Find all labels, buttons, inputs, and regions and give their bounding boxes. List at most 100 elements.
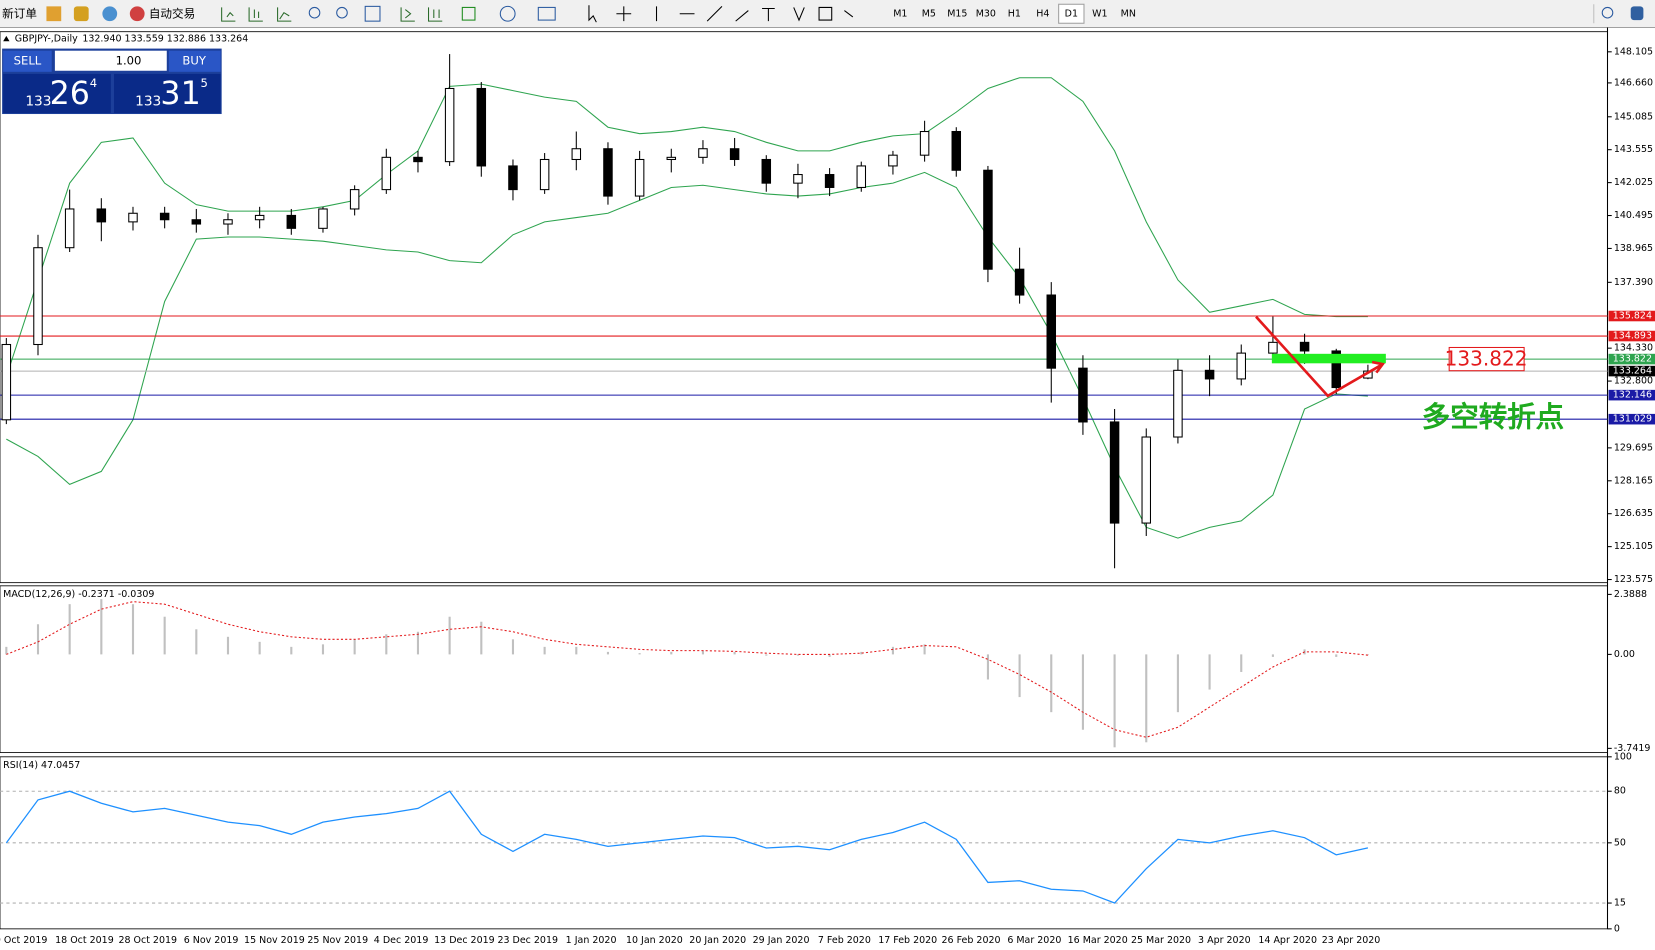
candle-body: [539, 158, 550, 191]
candle-body: [1141, 436, 1152, 524]
macd-bar: [1271, 654, 1274, 657]
buy-price-box[interactable]: [113, 73, 221, 113]
candle-body: [888, 154, 898, 167]
candle-body: [824, 174, 835, 188]
icon[interactable]: [336, 6, 348, 19]
x-tick-label: 18 Oct 2019: [55, 935, 114, 946]
icon[interactable]: [248, 7, 263, 22]
timeframe-button[interactable]: MN: [1121, 8, 1136, 19]
price-label: 131.029: [1613, 414, 1652, 425]
candle-body: [349, 189, 360, 210]
candle-body: [96, 208, 107, 223]
annotation: 多空转折点: [1422, 400, 1564, 434]
toolbar: [0, 0, 1655, 28]
macd-bar: [448, 616, 451, 655]
user-icon[interactable]: [1630, 6, 1644, 21]
macd-bar: [163, 616, 166, 655]
search-icon[interactable]: [1601, 6, 1614, 19]
sell-label[interactable]: SELL: [14, 54, 42, 68]
icon[interactable]: [537, 6, 556, 21]
icon[interactable]: [102, 6, 118, 22]
x-tick-label: 6 Mar 2020: [1007, 935, 1061, 946]
x-tick-label: 10 Jan 2020: [626, 935, 683, 946]
macd-bar: [1208, 654, 1211, 690]
candle-body: [698, 148, 708, 158]
macd-bar: [1240, 654, 1243, 672]
y-tick-label: -3.7419: [1614, 743, 1651, 754]
icon[interactable]: [221, 7, 236, 22]
sell-price-box[interactable]: [3, 73, 111, 113]
timeframe-button[interactable]: D1: [1065, 8, 1078, 19]
y-tick-label: 129.695: [1614, 442, 1653, 453]
price-label-bg: [1608, 413, 1655, 425]
icon[interactable]: [461, 6, 476, 21]
timeframe-button[interactable]: H1: [1008, 8, 1021, 19]
candle-body: [571, 148, 582, 161]
candle-body: [508, 165, 518, 191]
candle-body: [1331, 350, 1341, 389]
candle-body: [444, 87, 455, 163]
buy-price-pips: 31: [160, 76, 200, 112]
buy-label[interactable]: BUY: [182, 54, 206, 68]
icon[interactable]: [616, 6, 632, 22]
chart-subtitle: 132.940 133.559 132.886 133.264: [82, 34, 248, 45]
candle-body: [1204, 369, 1215, 380]
x-tick-label: 13 Dec 2019: [434, 935, 495, 946]
timeframe-button[interactable]: H4: [1036, 8, 1049, 19]
candle-body: [1014, 268, 1025, 296]
candle-body: [729, 148, 740, 161]
macd-bar: [195, 629, 198, 655]
y-tick-label: 15: [1614, 898, 1626, 909]
x-tick-label: 14 Apr 2020: [1258, 935, 1317, 946]
candle-body: [254, 214, 265, 221]
lots-input[interactable]: [54, 50, 167, 71]
icon[interactable]: [427, 7, 443, 22]
collapse-icon[interactable]: [3, 35, 10, 42]
candle-body: [1236, 352, 1246, 380]
icon[interactable]: [364, 5, 381, 22]
candle-body: [666, 156, 677, 161]
candle-body: [951, 130, 962, 171]
macd-bar: [733, 651, 736, 655]
icon[interactable]: [588, 5, 597, 23]
auto-trade-button[interactable]: 自动交易: [149, 6, 195, 20]
sell-price-pips: 26: [50, 76, 90, 112]
macd-bar: [290, 646, 293, 655]
icon[interactable]: [277, 7, 292, 22]
chart-title: GBPJPY-,Daily: [15, 34, 78, 45]
candle-body: [318, 208, 328, 229]
x-tick-label: 17 Feb 2020: [878, 935, 937, 946]
lots-value[interactable]: 1.00: [116, 54, 142, 68]
timeframe-button[interactable]: M15: [947, 8, 967, 19]
new-order-button[interactable]: 新订单: [2, 6, 37, 20]
level-callout-box: [1448, 346, 1525, 372]
icon[interactable]: [308, 6, 321, 19]
y-tick-label: 143.555: [1614, 144, 1653, 155]
arrow-drawing: [1255, 315, 1385, 398]
macd-bar: [353, 639, 356, 655]
macd-bar: [416, 631, 420, 655]
price-label-bg: [1608, 353, 1655, 365]
auto-trade-icon[interactable]: [129, 6, 145, 22]
icon[interactable]: [73, 6, 89, 22]
candle-body: [634, 158, 645, 197]
timeframe-button[interactable]: M1: [893, 8, 907, 19]
sell-button[interactable]: [3, 50, 52, 72]
price-label-bg: [1608, 310, 1655, 322]
icon[interactable]: [499, 5, 516, 22]
icon[interactable]: [46, 6, 62, 22]
icon[interactable]: [655, 5, 854, 22]
x-tick-label: 3 Apr 2020: [1198, 935, 1251, 946]
timeframe-button[interactable]: M5: [922, 8, 936, 19]
candle-body: [1046, 294, 1057, 369]
y-tick-label: 0: [1614, 923, 1620, 934]
y-tick-label: 134.330: [1614, 343, 1653, 354]
timeframe-button[interactable]: W1: [1092, 8, 1107, 19]
y-tick-label: 125.105: [1614, 541, 1653, 552]
sell-price-fraction: 4: [90, 76, 97, 90]
timeframe-button[interactable]: M30: [976, 8, 996, 19]
icon[interactable]: [400, 7, 415, 22]
y-tick-label: 126.635: [1614, 508, 1653, 519]
buy-button[interactable]: [168, 50, 221, 72]
